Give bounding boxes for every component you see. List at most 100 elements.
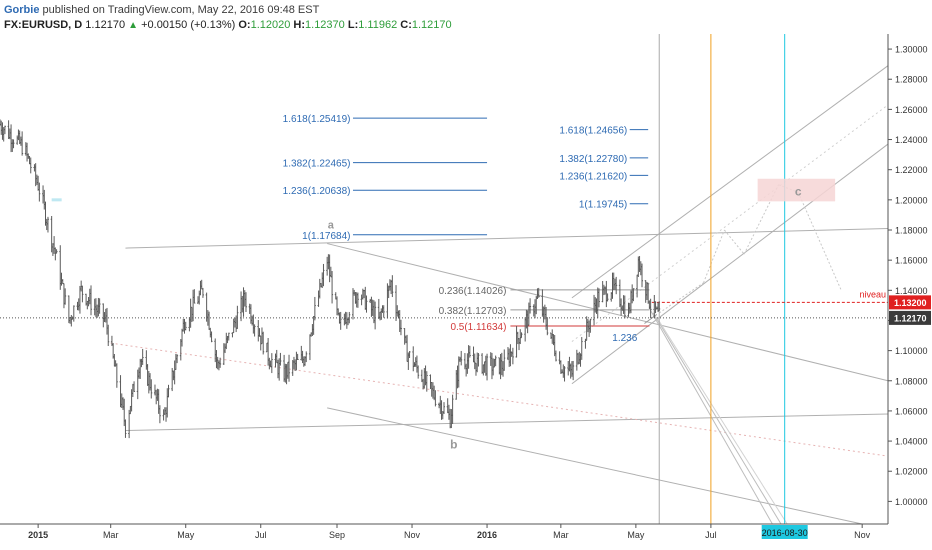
projection-path <box>797 192 842 291</box>
candle <box>3 125 6 135</box>
candle <box>589 318 592 333</box>
extension-label: 1.236 <box>612 333 637 344</box>
axes: 1.30000 1.28000 1.26000 1.24000 1.22000 1.200… <box>0 34 932 540</box>
candle <box>12 139 15 149</box>
y-tick-label: 1.00000 <box>895 497 928 507</box>
candle <box>81 285 84 303</box>
x-tick-label: May <box>177 530 195 540</box>
candle <box>193 289 196 304</box>
wave-label-a: a <box>328 219 335 231</box>
wave-label-b: b <box>450 438 457 452</box>
candle <box>529 298 532 314</box>
price-change: +0.00150 (+0.13%) <box>141 19 236 31</box>
y-tick-label: 1.28000 <box>895 75 928 85</box>
candle <box>597 288 600 308</box>
candle <box>554 350 557 362</box>
candle <box>210 331 213 343</box>
candle <box>434 390 437 407</box>
current-price-tag-text: 1.12170 <box>894 313 927 323</box>
author-name[interactable]: Gorbie <box>4 4 40 16</box>
y-axis-panel <box>889 34 932 524</box>
fib-level-label: 1(1.19745) <box>579 200 627 211</box>
candle <box>90 285 93 316</box>
trend-line-upper <box>125 227 889 249</box>
rising-channel-lower <box>571 143 889 385</box>
retracement-label: 0.5(1.11634) <box>450 322 506 333</box>
y-tick-label: 1.26000 <box>895 105 928 115</box>
candle <box>572 360 575 381</box>
candle <box>417 365 420 379</box>
candle <box>537 287 540 298</box>
candle <box>184 321 187 331</box>
chart-background <box>0 34 932 550</box>
candle <box>520 332 523 339</box>
trend-line-support <box>125 413 889 432</box>
candle <box>279 352 282 366</box>
candle <box>623 295 626 319</box>
x-tick-label: Mar <box>103 530 119 540</box>
x-tick-label: Sep <box>329 530 345 540</box>
chart-header: Gorbie published on TradingView.com, May… <box>0 0 932 34</box>
symbol-label[interactable]: FX:EURUSD, D <box>4 19 83 31</box>
fib-level-label: 1.236(1.21620) <box>559 171 627 182</box>
x-tick-label: Nov <box>404 530 421 540</box>
y-tick-label: 1.06000 <box>895 406 928 416</box>
candle <box>451 394 454 424</box>
y-tick-label: 1.16000 <box>895 256 928 266</box>
publisher-line: Gorbie published on TradingView.com, May… <box>4 4 319 16</box>
candle <box>443 402 445 415</box>
y-tick-label: 1.24000 <box>895 135 928 145</box>
x-tick-label: 2016-08-30 <box>762 528 808 538</box>
wave-label-c: c <box>795 184 802 198</box>
close-label: C: <box>400 19 412 31</box>
projection-path <box>658 282 704 314</box>
y-tick-label: 1.10000 <box>895 346 928 356</box>
candle <box>201 287 204 298</box>
candle <box>288 354 291 382</box>
trend-line-a <box>327 243 889 382</box>
date-highlight-badge <box>761 525 808 539</box>
level-price-tag-text: 1.13200 <box>894 298 927 308</box>
candle <box>219 357 222 368</box>
open-label: O: <box>238 19 251 31</box>
candle <box>150 379 153 399</box>
candle <box>641 263 644 288</box>
candle <box>382 305 385 318</box>
open-value: 1.12020 <box>250 19 291 31</box>
projection-path <box>724 229 745 255</box>
y-tick-label: 1.08000 <box>895 376 928 386</box>
y-tick-label: 1.02000 <box>895 467 928 477</box>
fib-level-label: 1.382(1.22465) <box>283 159 351 170</box>
candle <box>46 216 49 233</box>
trend-line-lower <box>327 407 863 525</box>
level-price-tag <box>889 295 931 310</box>
candle <box>253 324 256 337</box>
dotted-median-line <box>110 342 889 457</box>
fib-level-label: 1.236(1.20638) <box>283 186 351 197</box>
candle <box>632 288 635 302</box>
marker <box>51 198 62 202</box>
falling-line <box>652 312 782 525</box>
x-tick-label: Jul <box>255 530 267 540</box>
candle <box>399 319 402 336</box>
candle <box>55 249 58 254</box>
candle <box>107 324 110 346</box>
retracement-label: 0.236(1.14026) <box>439 286 507 297</box>
candle <box>580 337 583 360</box>
candle <box>236 305 239 329</box>
candle-series <box>0 119 661 439</box>
candle <box>503 349 506 371</box>
candle <box>356 292 359 308</box>
current-price-tag <box>889 310 931 325</box>
fib-level-label: 1.618(1.24656) <box>559 126 627 137</box>
y-tick-label: 1.14000 <box>895 286 928 296</box>
x-tick-label: Nov <box>854 530 871 540</box>
candle <box>460 350 463 366</box>
candle <box>649 298 652 319</box>
last-price: 1.12170 <box>85 19 126 31</box>
candle <box>339 311 342 330</box>
target-zone <box>757 178 836 202</box>
candle <box>29 157 32 174</box>
price-chart[interactable]: 1.618(1.25419) 1.382(1.22465) 1.236(1.2063… <box>0 34 932 550</box>
candle <box>348 311 351 324</box>
